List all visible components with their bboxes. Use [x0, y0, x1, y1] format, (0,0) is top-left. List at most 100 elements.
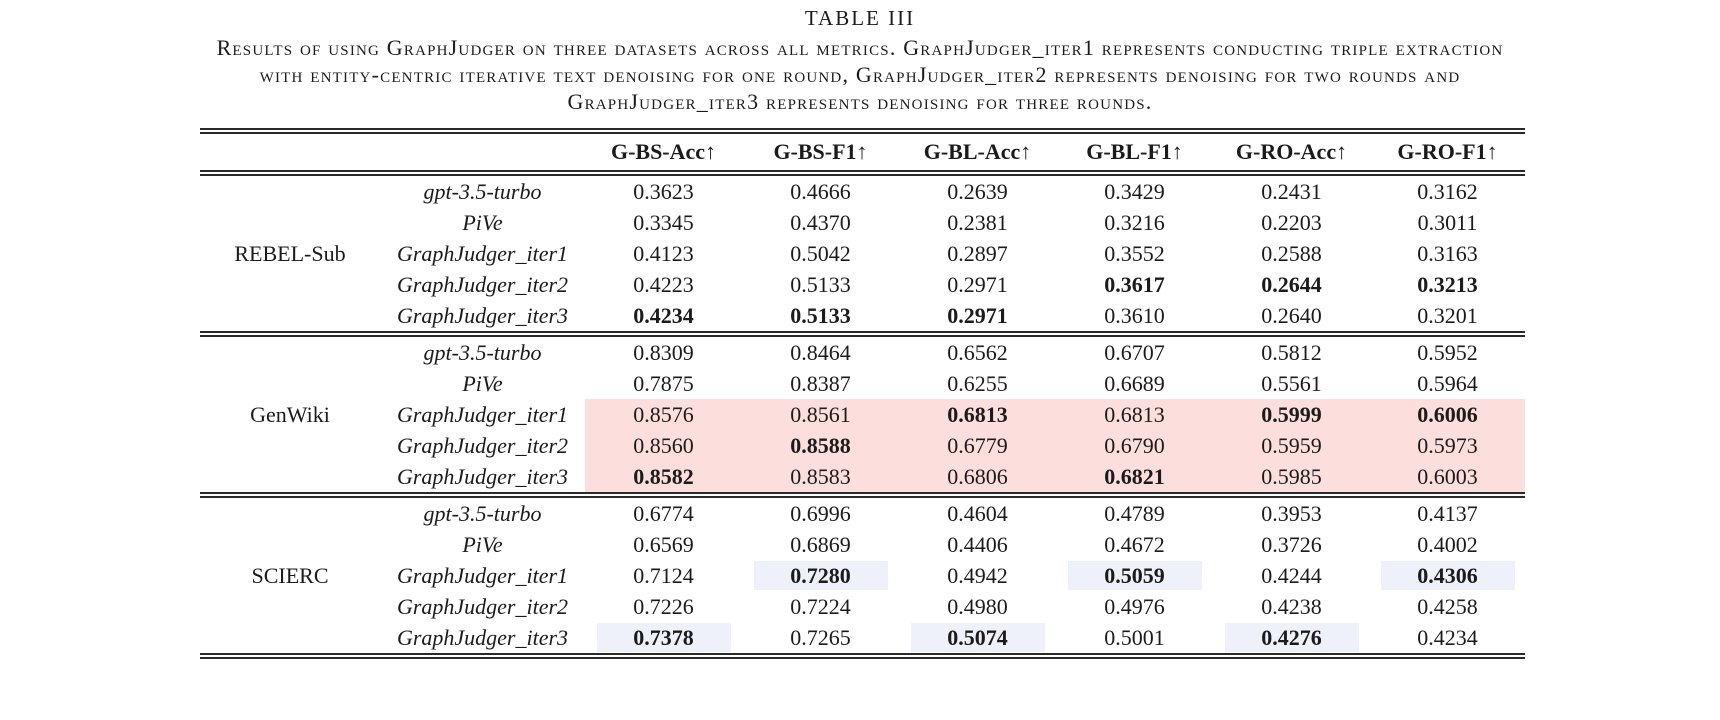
metric-cell: 0.4244 — [1213, 560, 1370, 591]
metric-value: 0.2381 — [947, 210, 1008, 235]
metric-value: 0.8387 — [790, 371, 851, 396]
metric-value: 0.4980 — [947, 594, 1008, 619]
metric-cell: 0.6707 — [1056, 337, 1213, 368]
metric-cell: 0.3552 — [1056, 238, 1213, 269]
metric-value: 0.4223 — [633, 272, 694, 297]
metric-value: 0.2971 — [947, 272, 1008, 297]
metric-value: 0.6006 — [1417, 402, 1478, 427]
metric-value: 0.4942 — [947, 563, 1008, 588]
metric-cell: 0.4123 — [585, 238, 742, 269]
metric-value: 0.4234 — [633, 303, 694, 328]
metric-cell: 0.6813 — [899, 399, 1056, 430]
metric-value: 0.3216 — [1104, 210, 1165, 235]
table-row: GraphJudger_iter2 0.4223 0.5133 0.2971 0.361… — [200, 269, 1525, 300]
model-label: GraphJudger_iter3 — [396, 302, 569, 328]
metric-value: 0.3552 — [1104, 241, 1165, 266]
results-table: G-BS-Acc↑ G-BS-F1↑ G-BL-Acc↑ G-BL-F1↑ G-… — [200, 128, 1525, 659]
metric-value: 0.8583 — [790, 464, 851, 489]
metric-cell: 0.4306 — [1370, 560, 1525, 591]
metric-cell: 0.6003 — [1370, 461, 1525, 492]
model-label: gpt-3.5-turbo — [423, 339, 542, 365]
metric-cell: 0.5133 — [742, 300, 899, 331]
double-rule — [200, 331, 1525, 337]
metric-value: 0.7224 — [790, 594, 851, 619]
metric-value: 0.5074 — [910, 623, 1045, 652]
table-row: GraphJudger_iter2 0.7226 0.7224 0.4980 0.497… — [200, 591, 1525, 622]
metric-value: 0.4406 — [947, 532, 1008, 557]
model-label: GraphJudger_iter3 — [396, 463, 569, 489]
metric-cell: 0.7265 — [742, 622, 899, 653]
metric-cell: 0.6996 — [742, 498, 899, 529]
metric-cell: 0.6779 — [899, 430, 1056, 461]
metric-cell: 0.5985 — [1213, 461, 1370, 492]
metric-value: 0.4137 — [1417, 501, 1478, 526]
dataset-label: GenWiki — [250, 401, 330, 427]
metric-value: 0.8464 — [790, 340, 851, 365]
metric-cell: 0.6806 — [899, 461, 1056, 492]
table-row: PiVe 0.7875 0.8387 0.6255 0.6689 0.5561 0.5964 — [200, 368, 1525, 399]
metric-value: 0.7280 — [753, 561, 888, 590]
model-label: GraphJudger_iter1 — [396, 401, 569, 427]
metric-cell: 0.8464 — [742, 337, 899, 368]
metric-value: 0.3011 — [1417, 210, 1478, 235]
model-label: gpt-3.5-turbo — [423, 500, 542, 526]
metric-value: 0.5001 — [1104, 625, 1165, 650]
metric-cell: 0.8588 — [742, 430, 899, 461]
metric-cell: 0.5042 — [742, 238, 899, 269]
metric-value: 0.2897 — [947, 241, 1008, 266]
table-row: PiVe 0.6569 0.6869 0.4406 0.4672 0.3726 0.4002 — [200, 529, 1525, 560]
group-rule-row — [200, 492, 1525, 498]
model-label: GraphJudger_iter3 — [396, 624, 569, 650]
metric-value: 0.5042 — [790, 241, 851, 266]
metric-cell: 0.5561 — [1213, 368, 1370, 399]
metric-cell: 0.4234 — [1370, 622, 1525, 653]
metric-cell: 0.4789 — [1056, 498, 1213, 529]
metric-cell: 0.2203 — [1213, 207, 1370, 238]
header-g-bl-f1: G-BL-F1↑ — [1086, 139, 1183, 164]
metric-cell: 0.4137 — [1370, 498, 1525, 529]
caption-line-3: GraphJudger_iter3 represents denoising f… — [567, 89, 1153, 114]
metric-value: 0.3623 — [633, 179, 694, 204]
metric-cell: 0.6813 — [1056, 399, 1213, 430]
metric-value: 0.6806 — [947, 464, 1008, 489]
metric-value: 0.6255 — [947, 371, 1008, 396]
header-g-bs-acc: G-BS-Acc↑ — [610, 139, 717, 164]
metric-value: 0.4666 — [790, 179, 851, 204]
metric-value: 0.4276 — [1224, 623, 1359, 652]
metric-value: 0.6779 — [947, 433, 1008, 458]
metric-cell: 0.6689 — [1056, 368, 1213, 399]
metric-cell: 0.2971 — [899, 300, 1056, 331]
model-label: GraphJudger_iter2 — [396, 432, 569, 458]
metric-value: 0.4604 — [947, 501, 1008, 526]
metric-cell: 0.6790 — [1056, 430, 1213, 461]
table-row: GraphJudger_iter3 0.7378 0.7265 0.5074 0.500… — [200, 622, 1525, 653]
metric-value: 0.8582 — [633, 464, 694, 489]
metric-value: 0.3953 — [1261, 501, 1322, 526]
table-number: TABLE III — [804, 6, 916, 30]
header-model-col — [380, 134, 585, 170]
table-row: GraphJudger_iter2 0.8560 0.8588 0.6779 0.679… — [200, 430, 1525, 461]
metric-value: 0.6813 — [1104, 402, 1165, 427]
metric-value: 0.7124 — [633, 563, 694, 588]
table-caption: TABLE III Results of using GraphJudger o… — [0, 5, 1720, 115]
table-row: GraphJudger_iter1 0.8576 0.8561 0.6813 0.681… — [200, 399, 1525, 430]
table-row: GraphJudger_iter1 0.4123 0.5042 0.2897 0.355… — [200, 238, 1525, 269]
metric-value: 0.3345 — [633, 210, 694, 235]
metric-cell: 0.8387 — [742, 368, 899, 399]
table-row: SCIERC gpt-3.5-turbo 0.6774 0.6996 0.4604 0.4… — [200, 498, 1525, 588]
metric-value: 0.4244 — [1261, 563, 1322, 588]
metric-value: 0.3201 — [1417, 303, 1478, 328]
metric-cell: 0.5133 — [742, 269, 899, 300]
metric-cell: 0.3623 — [585, 176, 742, 207]
metric-cell: 0.5001 — [1056, 622, 1213, 653]
metric-cell: 0.3610 — [1056, 300, 1213, 331]
header-dataset-col — [200, 134, 380, 170]
metric-cell: 0.4666 — [742, 176, 899, 207]
metric-value: 0.6813 — [947, 402, 1008, 427]
metric-value: 0.6790 — [1104, 433, 1165, 458]
metric-cell: 0.3216 — [1056, 207, 1213, 238]
metric-cell: 0.2431 — [1213, 176, 1370, 207]
model-label: gpt-3.5-turbo — [423, 178, 542, 204]
metric-cell: 0.4276 — [1213, 622, 1370, 653]
table-row: PiVe 0.3345 0.4370 0.2381 0.3216 0.2203 0.3011 — [200, 207, 1525, 238]
